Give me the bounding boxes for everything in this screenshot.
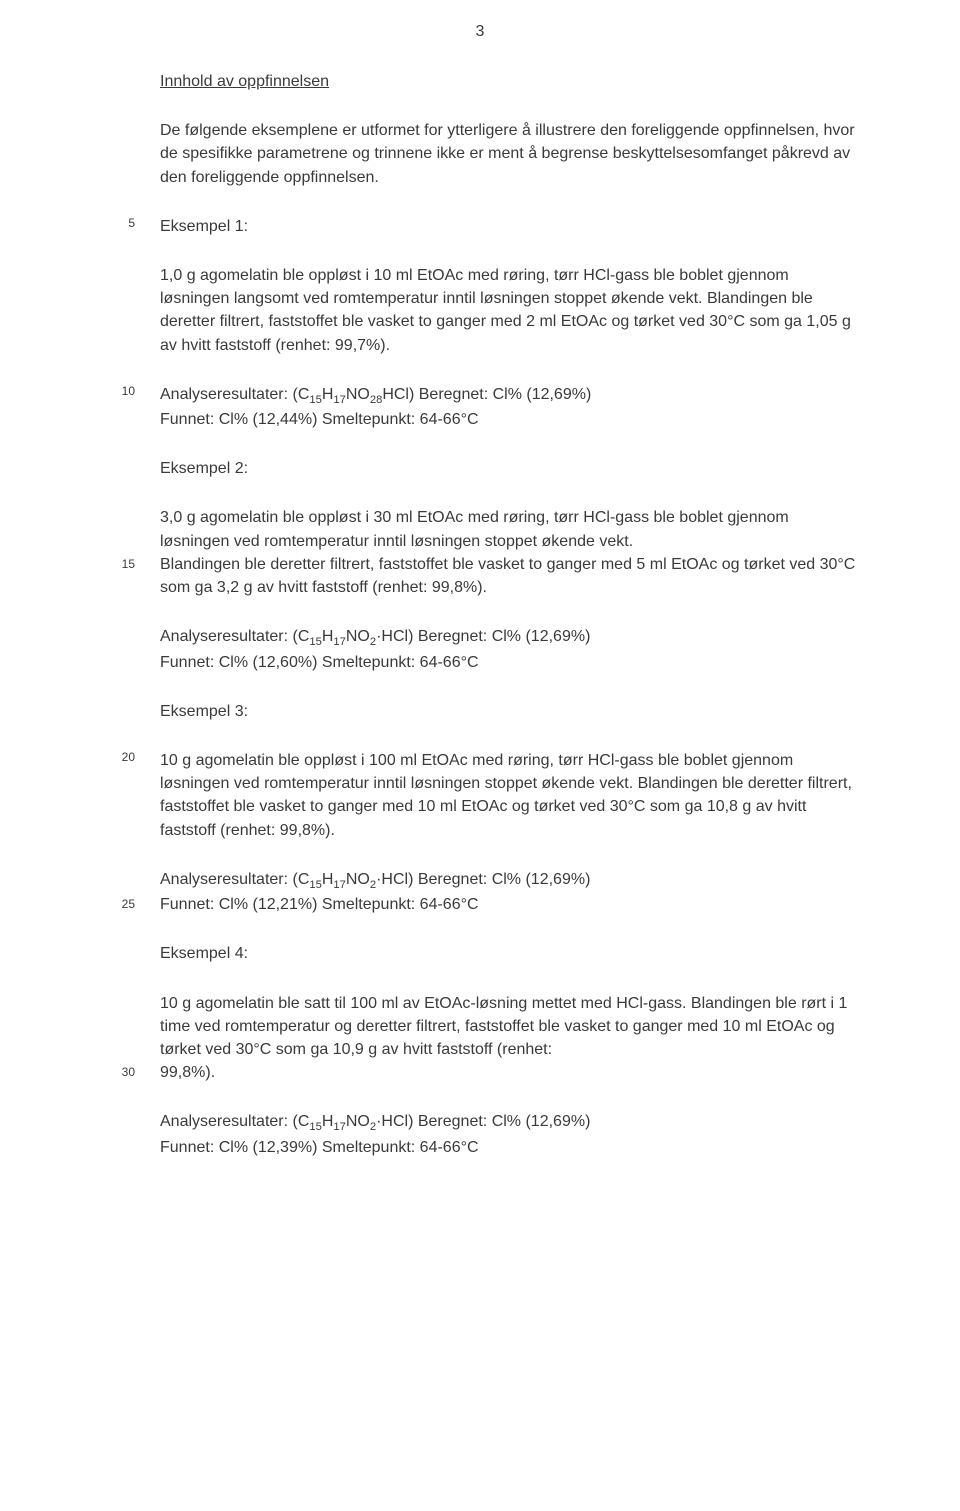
example-3-analysis: Analyseresultater: (C15H17NO2·HCl) Bereg… [160, 868, 860, 917]
ex3-ar-prefix: Analyseresultater: (C [160, 871, 309, 888]
ex4-ar-hn: 17 [333, 1122, 345, 1134]
ex1-ar-c: 15 [309, 394, 321, 406]
ex1-ar-no: NO [346, 386, 370, 403]
ex3-ar-hn: 17 [333, 879, 345, 891]
page-number: 3 [0, 20, 960, 43]
line-number-10: 10 [105, 383, 135, 400]
line-number-30: 30 [105, 1064, 135, 1081]
ex2-ar-no: NO [346, 628, 370, 645]
example-3-label: Eksempel 3: [160, 700, 860, 723]
ex4-p1b: 99,8%). [160, 1064, 215, 1081]
ex3-ar-no: NO [346, 871, 370, 888]
example-1-label-text: Eksempel 1: [160, 218, 248, 235]
line-number-25: 25 [105, 896, 135, 913]
example-4-analysis: Analyseresultater: (C15H17NO2·HCl) Bereg… [160, 1110, 860, 1159]
example-1-body: 1,0 g agomelatin ble oppløst i 10 ml EtO… [160, 264, 860, 357]
line-number-20: 20 [105, 749, 135, 766]
ex1-ar-hn: 17 [333, 394, 345, 406]
ex4-ar-c: 15 [309, 1122, 321, 1134]
ex2-found: Funnet: Cl% (12,60%) Smeltepunkt: 64-66°… [160, 654, 479, 671]
ex2-p1b: Blandingen ble deretter filtrert, fastst… [160, 556, 855, 596]
ex1-ar-suffix: HCl) Beregnet: Cl% (12,69%) [382, 386, 591, 403]
ex2-ar-suffix: ·HCl) Beregnet: Cl% (12,69%) [376, 628, 590, 645]
example-3-body: 20 10 g agomelatin ble oppløst i 100 ml … [160, 749, 860, 842]
example-2-body: 3,0 g agomelatin ble oppløst i 30 ml EtO… [160, 506, 860, 599]
ex4-found: Funnet: Cl% (12,39%) Smeltepunkt: 64-66°… [160, 1139, 479, 1156]
example-4-body: 10 g agomelatin ble satt til 100 ml av E… [160, 992, 860, 1085]
section-heading: Innhold av oppfinnelsen [160, 70, 860, 93]
line-number-15: 15 [105, 556, 135, 573]
ex2-ar-c: 15 [309, 636, 321, 648]
ex3-ar-c: 15 [309, 879, 321, 891]
document-page: 3 Innhold av oppfinnelsen De følgende ek… [0, 0, 960, 1511]
line-number-5: 5 [105, 215, 135, 232]
ex3-found: Funnet: Cl% (12,21%) Smeltepunkt: 64-66°… [160, 896, 479, 913]
ex2-ar-prefix: Analyseresultater: (C [160, 628, 309, 645]
ex2-ar-h: H [322, 628, 334, 645]
example-4-label: Eksempel 4: [160, 942, 860, 965]
ex2-p1a: 3,0 g agomelatin ble oppløst i 30 ml EtO… [160, 509, 789, 549]
ex4-ar-h: H [322, 1113, 334, 1130]
ex4-ar-suffix: ·HCl) Beregnet: Cl% (12,69%) [376, 1113, 590, 1130]
ex3-ar-suffix: ·HCl) Beregnet: Cl% (12,69%) [376, 871, 590, 888]
example-2-analysis: Analyseresultater: (C15H17NO2·HCl) Bereg… [160, 625, 860, 674]
ex4-ar-prefix: Analyseresultater: (C [160, 1113, 309, 1130]
ex3-found-wrapper: 25 Funnet: Cl% (12,21%) Smeltepunkt: 64-… [160, 896, 479, 913]
ex2-ar-hn: 17 [333, 636, 345, 648]
example-1-label: 5 Eksempel 1: [160, 215, 860, 238]
ex3-p1: 10 g agomelatin ble oppløst i 100 ml EtO… [160, 752, 852, 839]
ex1-ar-h: H [322, 386, 334, 403]
example-2-label: Eksempel 2: [160, 457, 860, 480]
ex4-ar-no: NO [346, 1113, 370, 1130]
intro-paragraph: De følgende eksemplene er utformet for y… [160, 119, 860, 189]
ex1-ar-prefix: Analyseresultater: (C [160, 386, 309, 403]
ex2-p1b-wrapper: 15 Blandingen ble deretter filtrert, fas… [160, 556, 855, 596]
ex3-ar-h: H [322, 871, 334, 888]
ex4-p1b-wrapper: 30 99,8%). [160, 1064, 215, 1081]
ex1-ar-non: 28 [370, 394, 382, 406]
ex4-p1a: 10 g agomelatin ble satt til 100 ml av E… [160, 995, 847, 1058]
ex1-found: Funnet: Cl% (12,44%) Smeltepunkt: 64-66°… [160, 411, 479, 428]
example-1-analysis: 10 Analyseresultater: (C15H17NO28HCl) Be… [160, 383, 860, 432]
